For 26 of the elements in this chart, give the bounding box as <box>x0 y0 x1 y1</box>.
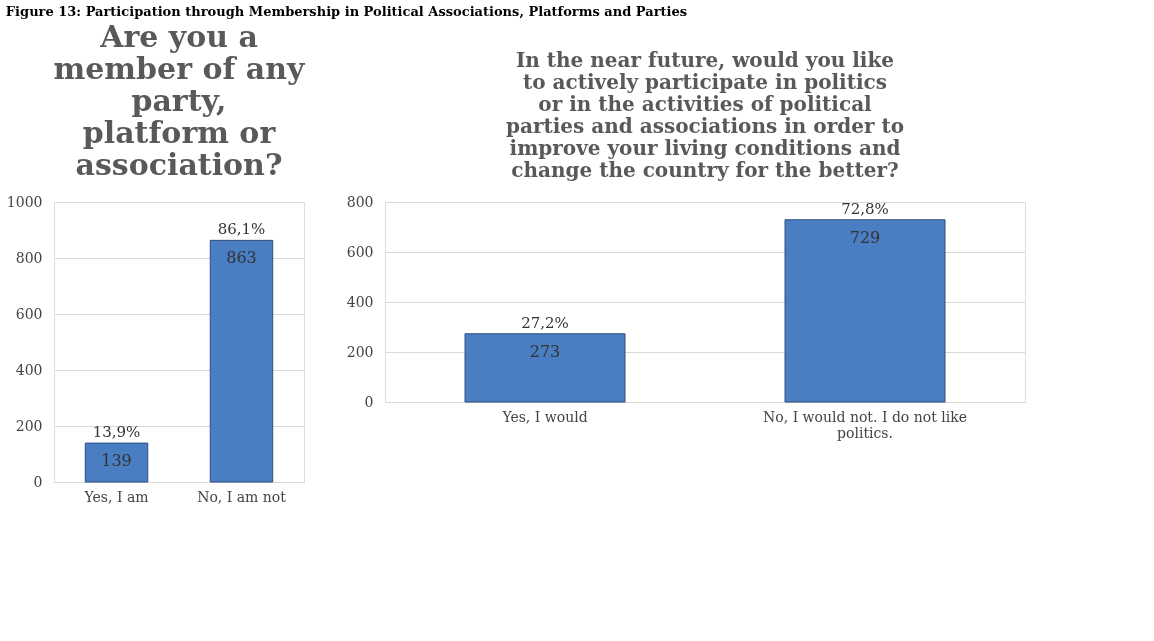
y-tick-label: 1000 <box>6 193 43 210</box>
data-label: 729 <box>849 227 881 247</box>
y-tick-label: 200 <box>15 417 43 434</box>
caption: Figure 13: Participation through Membership in Political Associations, Platforms and Parties <box>5 3 688 19</box>
y-tick-label: 600 <box>346 243 374 260</box>
y-tick-label: 0 <box>33 473 43 490</box>
chart-title: Are you a member of any party, platform or association? <box>53 19 307 182</box>
annotation: 86,1% <box>217 220 266 239</box>
data-label: 863 <box>226 248 257 268</box>
x-tick-label: Yes, I would <box>501 408 588 425</box>
annotation: 13,9% <box>92 423 141 442</box>
data-label: 139 <box>101 451 132 471</box>
chart-title: In the near future, would you like to actively participate in politics or in the activities of political parties and associations in order to improve your living conditions and change the country for the better? <box>506 48 904 182</box>
y-tick-label: 800 <box>346 193 374 210</box>
y-tick-label: 600 <box>15 305 43 322</box>
x-tick-label: Yes, I am <box>83 488 149 505</box>
annotation: 72,8% <box>841 199 889 218</box>
y-tick-label: 0 <box>364 393 374 410</box>
annotation: 27,2% <box>521 313 569 332</box>
x-tick-label: No, I would not. I do not like politics. <box>763 408 967 441</box>
data-label: 273 <box>529 341 561 361</box>
y-tick-label: 400 <box>346 293 374 310</box>
x-tick-label: No, I am not <box>197 488 287 505</box>
y-tick-label: 800 <box>15 249 43 266</box>
y-tick-label: 400 <box>15 361 43 378</box>
y-tick-label: 200 <box>346 343 374 360</box>
